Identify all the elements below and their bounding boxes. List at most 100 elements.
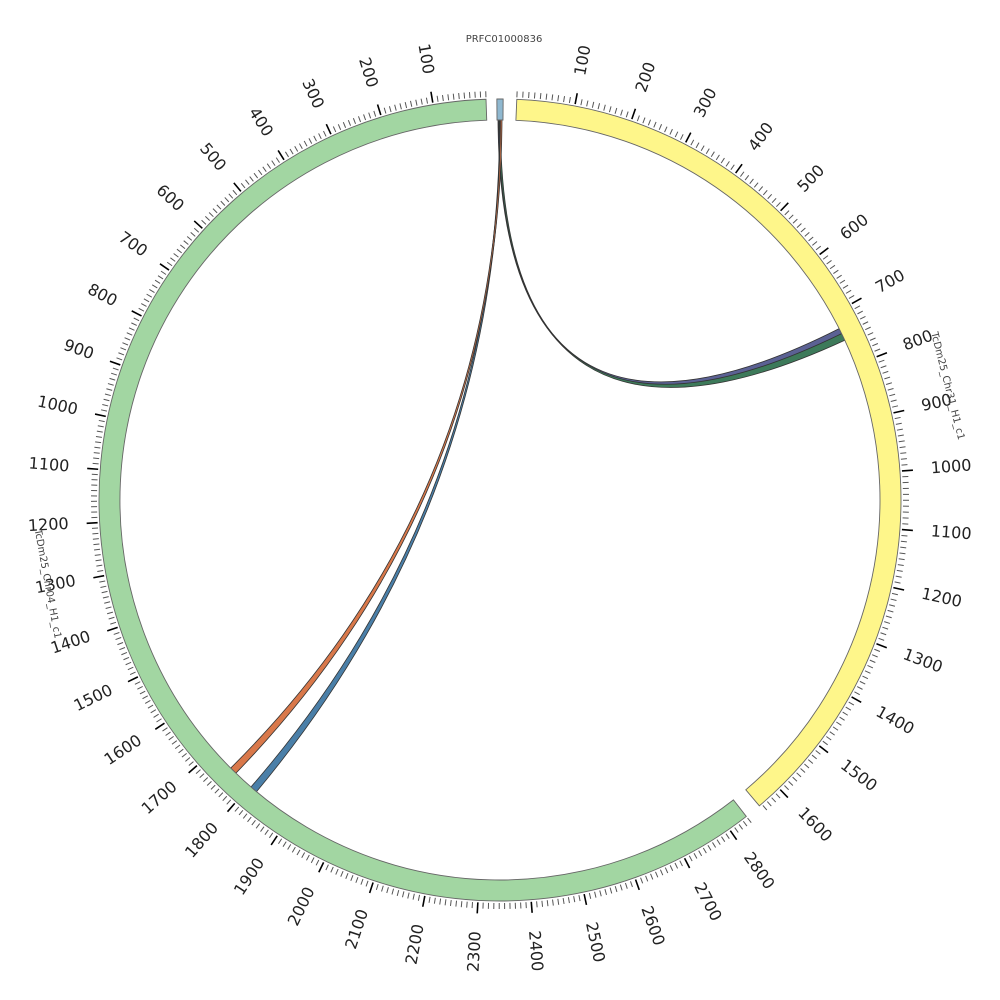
minor-tick [176,248,182,254]
tick-label: 1300 [901,644,946,676]
minor-tick [433,897,436,904]
minor-tick [129,671,136,676]
minor-tick [848,701,855,706]
minor-tick [588,892,592,899]
tick-label: 700 [872,265,908,296]
minor-tick [826,736,832,741]
minor-tick [94,554,101,556]
minor-tick [355,876,359,883]
tick-label: 300 [298,76,328,112]
minor-tick [552,899,554,906]
minor-tick [171,740,178,745]
minor-tick [829,731,835,736]
minor-tick [871,654,878,658]
minor-tick [238,810,244,816]
minor-tick [842,284,849,289]
major-tick [901,469,913,472]
minor-tick [262,166,267,172]
minor-tick [255,823,261,829]
minor-tick [178,748,184,754]
tick-label: 1100 [930,521,972,543]
minor-tick [655,871,659,878]
minor-tick [884,621,891,624]
minor-tick [340,870,344,877]
minor-tick [892,405,899,408]
minor-tick [303,140,308,147]
minor-tick [154,279,161,284]
minor-tick [249,176,254,182]
minor-tick [310,857,315,864]
minor-tick [153,713,159,718]
major-tick [376,104,382,116]
minor-tick [804,232,810,237]
major-tick [131,310,142,317]
minor-tick [455,900,458,907]
tick-label: 1400 [873,702,918,738]
minor-tick [679,860,683,867]
tick-label: 1600 [101,731,145,769]
minor-tick [539,93,542,100]
minor-tick [862,675,869,680]
minor-tick [854,305,861,310]
minor-tick [97,425,104,428]
minor-tick [897,564,904,567]
minor-tick [412,893,415,900]
major-tick [729,830,738,841]
minor-tick [216,204,222,210]
minor-tick [541,900,544,907]
minor-tick [204,215,211,221]
minor-tick [867,332,874,336]
minor-tick [900,540,907,543]
minor-tick [352,118,357,124]
tick-label: 1200 [920,584,964,611]
minor-tick [788,214,794,220]
minor-tick [105,606,112,610]
minor-tick [109,377,116,381]
minor-tick [712,842,717,848]
minor-tick [867,665,874,669]
minor-tick [146,293,153,298]
minor-tick [375,883,379,891]
minor-tick [874,348,881,352]
minor-tick [882,626,889,630]
minor-tick [578,895,581,902]
minor-tick [394,104,397,111]
minor-tick [201,219,207,225]
minor-tick [887,609,894,613]
tick-label: 2000 [284,884,319,929]
minor-tick [674,131,679,138]
minor-tick [409,100,413,107]
tick-label: 2200 [401,922,427,966]
minor-tick [102,404,109,407]
minor-tick [865,326,871,331]
minor-tick [859,680,866,685]
minor-tick [845,289,852,294]
minor-tick [758,186,764,192]
tick-label: 2800 [740,848,779,892]
minor-tick [603,104,606,111]
minor-tick [137,685,143,690]
minor-tick [247,816,252,823]
minor-tick [586,100,589,107]
minor-tick [747,817,752,824]
link-ribbon [230,119,503,774]
minor-tick [447,94,450,101]
minor-tick [707,844,712,851]
minor-tick [141,303,147,307]
minor-tick [266,163,272,169]
major-tick [159,263,170,271]
minor-tick [811,754,817,760]
minor-tick [900,458,907,460]
minor-tick [208,212,214,218]
major-tick [193,220,203,229]
minor-tick [325,864,329,871]
major-tick [476,902,479,914]
minor-tick [796,223,802,228]
tick-label: 1500 [837,755,881,795]
tick-label: 1100 [28,453,70,475]
minor-tick [264,829,269,835]
minor-tick [568,97,571,104]
minor-tick [869,337,876,341]
minor-tick [308,138,313,144]
minor-tick [99,580,106,583]
